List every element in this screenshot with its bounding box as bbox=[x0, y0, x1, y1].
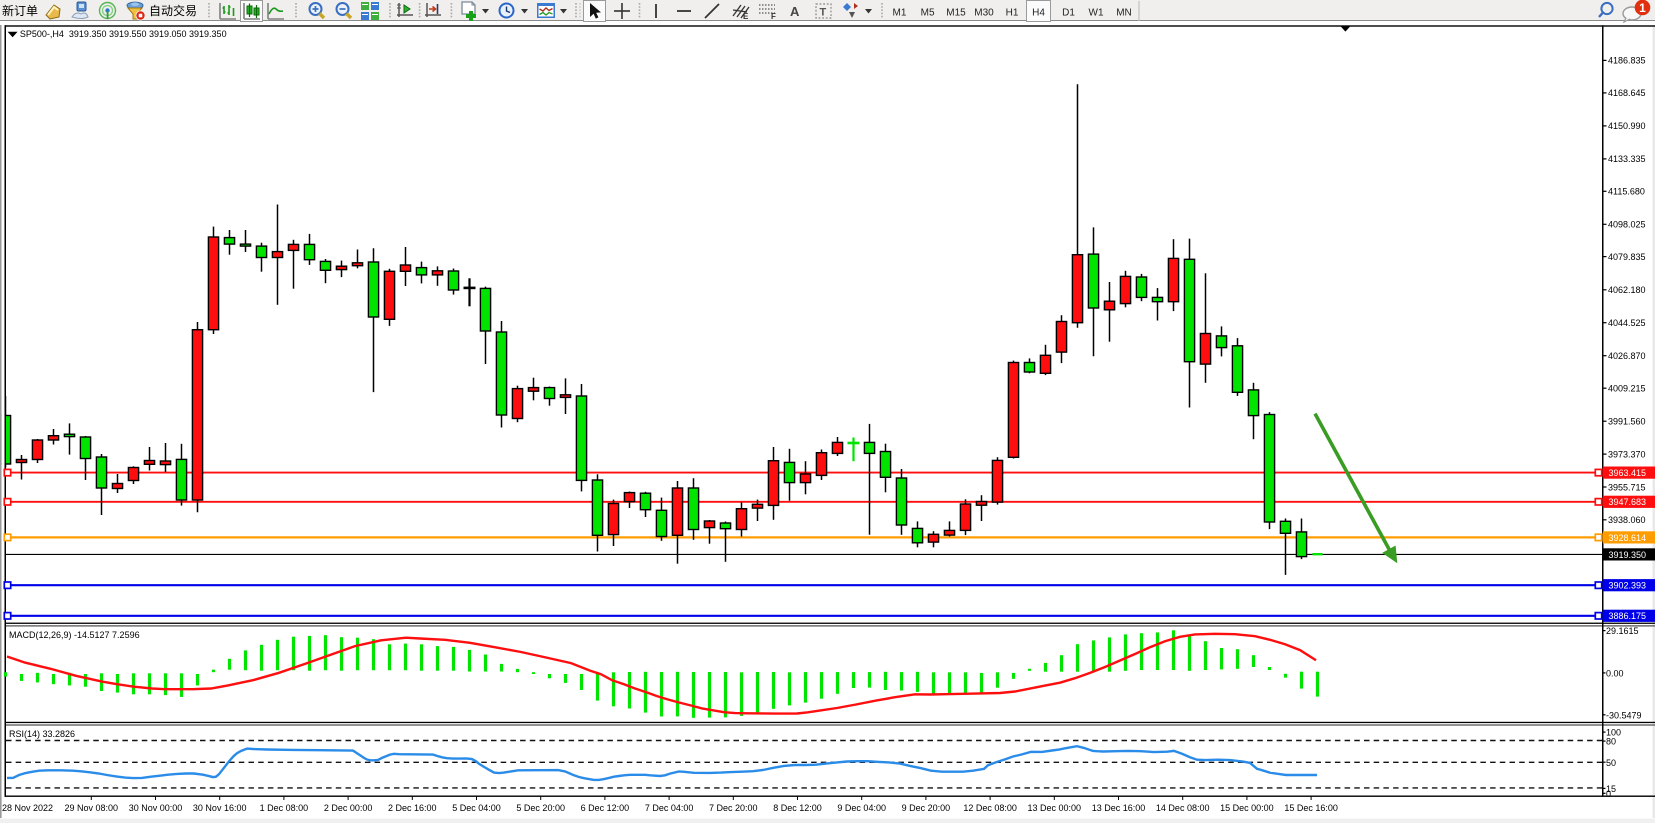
svg-text:6 Dec 12:00: 6 Dec 12:00 bbox=[581, 803, 630, 813]
svg-text:4009.215: 4009.215 bbox=[1608, 384, 1646, 394]
svg-text:12 Dec 08:00: 12 Dec 08:00 bbox=[963, 803, 1017, 813]
svg-text:H1: H1 bbox=[1006, 8, 1019, 19]
svg-text:MN: MN bbox=[1116, 8, 1132, 19]
svg-text:0.00: 0.00 bbox=[1606, 669, 1624, 679]
svg-text:3947.683: 3947.683 bbox=[1609, 497, 1647, 507]
svg-text:30 Nov 00:00: 30 Nov 00:00 bbox=[129, 803, 183, 813]
svg-text:4026.870: 4026.870 bbox=[1608, 351, 1646, 361]
svg-text:3973.370: 3973.370 bbox=[1608, 449, 1646, 459]
svg-text:2 Dec 16:00: 2 Dec 16:00 bbox=[388, 803, 437, 813]
svg-text:自动交易: 自动交易 bbox=[149, 3, 197, 18]
svg-text:1 Dec 08:00: 1 Dec 08:00 bbox=[260, 803, 309, 813]
svg-text:5 Dec 20:00: 5 Dec 20:00 bbox=[516, 803, 565, 813]
svg-text:MACD(12,26,9) -14.5127 7.2596: MACD(12,26,9) -14.5127 7.2596 bbox=[9, 630, 140, 640]
svg-text:3991.560: 3991.560 bbox=[1608, 417, 1646, 427]
svg-text:M15: M15 bbox=[946, 8, 966, 19]
svg-text:E: E bbox=[743, 12, 749, 21]
svg-text:4133.335: 4133.335 bbox=[1608, 154, 1646, 164]
svg-text:15: 15 bbox=[1606, 784, 1616, 794]
svg-text:13 Dec 16:00: 13 Dec 16:00 bbox=[1092, 803, 1146, 813]
svg-text:7 Dec 04:00: 7 Dec 04:00 bbox=[645, 803, 694, 813]
svg-text:8 Dec 12:00: 8 Dec 12:00 bbox=[773, 803, 822, 813]
svg-text:T: T bbox=[820, 7, 827, 19]
svg-text:4186.835: 4186.835 bbox=[1608, 56, 1646, 66]
svg-text:5 Dec 04:00: 5 Dec 04:00 bbox=[452, 803, 501, 813]
svg-text:M1: M1 bbox=[893, 8, 907, 19]
svg-text:SP500-,H4 3919.350 3919.550 3: SP500-,H4 3919.350 3919.550 3919.050 391… bbox=[20, 29, 227, 39]
svg-text:A: A bbox=[790, 4, 800, 19]
svg-text:F: F bbox=[771, 12, 776, 21]
svg-text:14 Dec 08:00: 14 Dec 08:00 bbox=[1156, 803, 1210, 813]
svg-text:4062.180: 4062.180 bbox=[1608, 285, 1646, 295]
svg-text:2 Dec 00:00: 2 Dec 00:00 bbox=[324, 803, 373, 813]
svg-text:30 Nov 16:00: 30 Nov 16:00 bbox=[193, 803, 247, 813]
svg-text:4168.645: 4168.645 bbox=[1608, 88, 1646, 98]
svg-text:D1: D1 bbox=[1062, 8, 1075, 19]
svg-text:H4: H4 bbox=[1032, 8, 1045, 19]
svg-text:3886.175: 3886.175 bbox=[1609, 611, 1647, 621]
svg-text:7 Dec 20:00: 7 Dec 20:00 bbox=[709, 803, 758, 813]
svg-text:3963.415: 3963.415 bbox=[1609, 468, 1647, 478]
svg-text:29.1615: 29.1615 bbox=[1606, 626, 1639, 636]
svg-text:新订单: 新订单 bbox=[2, 3, 38, 18]
svg-text:0: 0 bbox=[1606, 789, 1611, 799]
svg-text:15 Dec 00:00: 15 Dec 00:00 bbox=[1220, 803, 1274, 813]
svg-text:4115.680: 4115.680 bbox=[1608, 187, 1645, 197]
svg-text:3928.614: 3928.614 bbox=[1609, 533, 1647, 543]
svg-text:28 Nov 2022: 28 Nov 2022 bbox=[2, 803, 53, 813]
svg-text:80: 80 bbox=[1606, 737, 1616, 747]
svg-text:1: 1 bbox=[1639, 1, 1646, 15]
svg-text:3938.060: 3938.060 bbox=[1608, 515, 1646, 525]
svg-text:13 Dec 00:00: 13 Dec 00:00 bbox=[1028, 803, 1082, 813]
svg-text:50: 50 bbox=[1606, 758, 1616, 768]
svg-text:3902.393: 3902.393 bbox=[1609, 581, 1647, 591]
svg-text:15 Dec 16:00: 15 Dec 16:00 bbox=[1284, 803, 1338, 813]
svg-text:4150.990: 4150.990 bbox=[1608, 121, 1646, 131]
svg-text:4098.025: 4098.025 bbox=[1608, 220, 1646, 230]
svg-text:W1: W1 bbox=[1089, 8, 1104, 19]
svg-text:9 Dec 20:00: 9 Dec 20:00 bbox=[902, 803, 951, 813]
svg-text:M5: M5 bbox=[921, 8, 935, 19]
svg-text:9 Dec 04:00: 9 Dec 04:00 bbox=[837, 803, 886, 813]
svg-text:100: 100 bbox=[1606, 728, 1621, 738]
svg-text:3955.715: 3955.715 bbox=[1608, 482, 1646, 492]
svg-text:RSI(14) 33.2826: RSI(14) 33.2826 bbox=[9, 729, 75, 739]
svg-text:M30: M30 bbox=[974, 8, 994, 19]
svg-text:29 Nov 08:00: 29 Nov 08:00 bbox=[65, 803, 119, 813]
svg-text:4044.525: 4044.525 bbox=[1608, 318, 1646, 328]
svg-text:4079.835: 4079.835 bbox=[1608, 252, 1646, 262]
svg-text:-30.5479: -30.5479 bbox=[1606, 710, 1642, 720]
svg-text:3919.350: 3919.350 bbox=[1609, 550, 1647, 560]
